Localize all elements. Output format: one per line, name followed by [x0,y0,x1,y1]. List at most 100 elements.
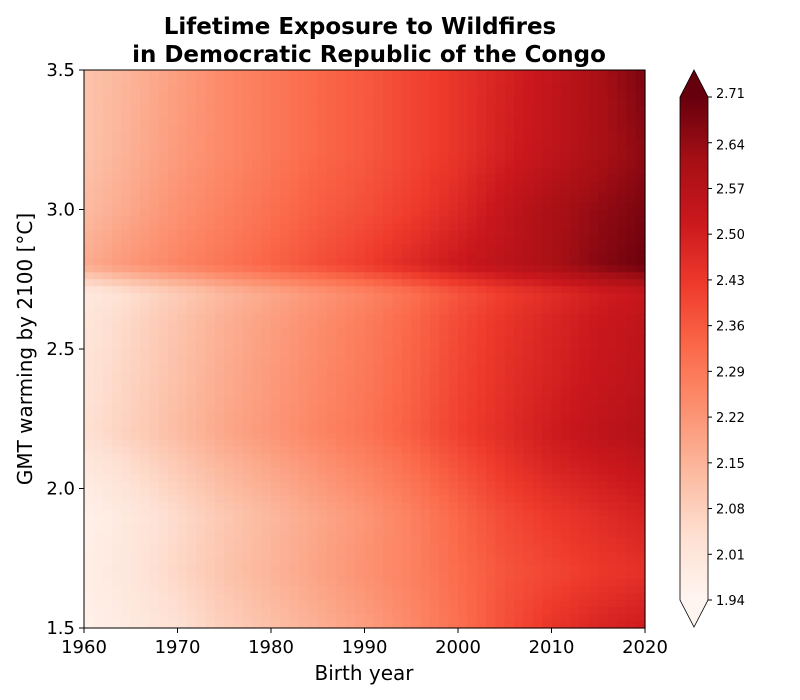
heatmap-cell [336,272,347,280]
heatmap-cell [280,139,291,148]
heatmap-cell [140,509,151,517]
heatmap-cell [299,307,309,315]
heatmap-cell [373,97,384,106]
heatmap-cell [271,362,281,371]
heatmap-cell [598,551,609,559]
heatmap-cell [308,111,319,120]
heatmap-cell [224,579,235,587]
heatmap-cell [579,425,590,434]
heatmap-cell [551,97,562,106]
heatmap-cell [570,335,581,343]
heatmap-cell [84,216,94,225]
heatmap-cell [345,237,356,245]
heatmap-cell [523,621,534,629]
heatmap-cell [252,383,263,392]
heatmap-cell [635,607,646,615]
heatmap-cell [476,314,487,322]
heatmap-cell [205,237,216,245]
heatmap-cell [84,418,94,427]
heatmap-cell [224,432,235,441]
heatmap-cell [355,209,366,218]
heatmap-cell [186,321,197,329]
heatmap-cell [214,446,225,455]
heatmap-cell [186,244,197,252]
heatmap-cell [458,579,468,587]
heatmap-cell [224,558,235,566]
heatmap-cell [214,621,225,629]
heatmap-cell [336,376,347,385]
heatmap-cell [93,244,104,252]
heatmap-cell [635,453,646,462]
heatmap-cell [130,621,141,629]
heatmap-cell [551,342,562,350]
heatmap-cell [588,397,599,406]
heatmap-cell [504,125,515,134]
heatmap-cell [486,76,496,85]
heatmap-cell [383,174,394,183]
heatmap-cell [280,558,291,566]
heatmap-cell [327,342,338,350]
heatmap-cell [523,139,534,148]
heatmap-cell [308,286,319,294]
heatmap-cell [308,376,319,385]
heatmap-cell [401,188,412,197]
heatmap-cell [93,523,104,531]
heatmap-cell [205,411,216,420]
heatmap-cell [551,495,562,504]
heatmap-cell [551,537,562,545]
heatmap-cell [607,383,618,392]
heatmap-cell [93,293,104,301]
heatmap-cell [168,132,179,141]
heatmap-cell [560,349,571,357]
heatmap-cell [598,70,609,78]
heatmap-cell [196,76,207,85]
heatmap-cell [112,300,122,308]
heatmap-cell [523,244,534,252]
heatmap-cell [149,397,160,406]
heatmap-cell [542,314,553,322]
heatmap-cell [551,174,562,183]
heatmap-cell [383,383,394,392]
heatmap-cell [532,523,543,531]
heatmap-cell [224,516,235,524]
heatmap-cell [364,300,375,308]
heatmap-cell [560,202,571,211]
heatmap-cell [616,76,627,85]
heatmap-cell [196,509,207,517]
heatmap-cell [186,439,197,448]
heatmap-cell [289,209,300,218]
heatmap-cell [224,181,235,190]
heatmap-cell [196,181,207,190]
heatmap-cell [383,579,394,587]
heatmap-cell [140,160,151,169]
heatmap-cell [317,300,328,308]
heatmap-cell [224,237,235,245]
heatmap-cell [429,139,440,148]
heatmap-cell [327,125,338,134]
heatmap-cell [317,146,328,155]
heatmap-cell [635,572,646,580]
heatmap-cell [214,76,225,85]
heatmap-cell [233,551,244,559]
heatmap-cell [140,118,151,127]
heatmap-cell [214,118,225,127]
heatmap-cell [504,453,515,462]
heatmap-cell [102,167,113,176]
heatmap-cell [598,307,609,315]
heatmap-cell [373,307,384,315]
heatmap-cell [532,355,543,364]
heatmap-cell [336,551,347,559]
heatmap-cell [271,321,281,329]
heatmap-cell [102,509,113,517]
heatmap-cell [607,593,618,601]
heatmap-cell [598,544,609,552]
heatmap-cell [149,342,160,350]
heatmap-cell [336,439,347,448]
heatmap-cell [392,328,403,336]
heatmap-cell [429,209,440,218]
heatmap-cell [429,516,440,524]
heatmap-cell [495,265,506,273]
heatmap-cell [364,481,375,490]
heatmap-cell [504,111,515,120]
heatmap-cell [495,286,506,294]
